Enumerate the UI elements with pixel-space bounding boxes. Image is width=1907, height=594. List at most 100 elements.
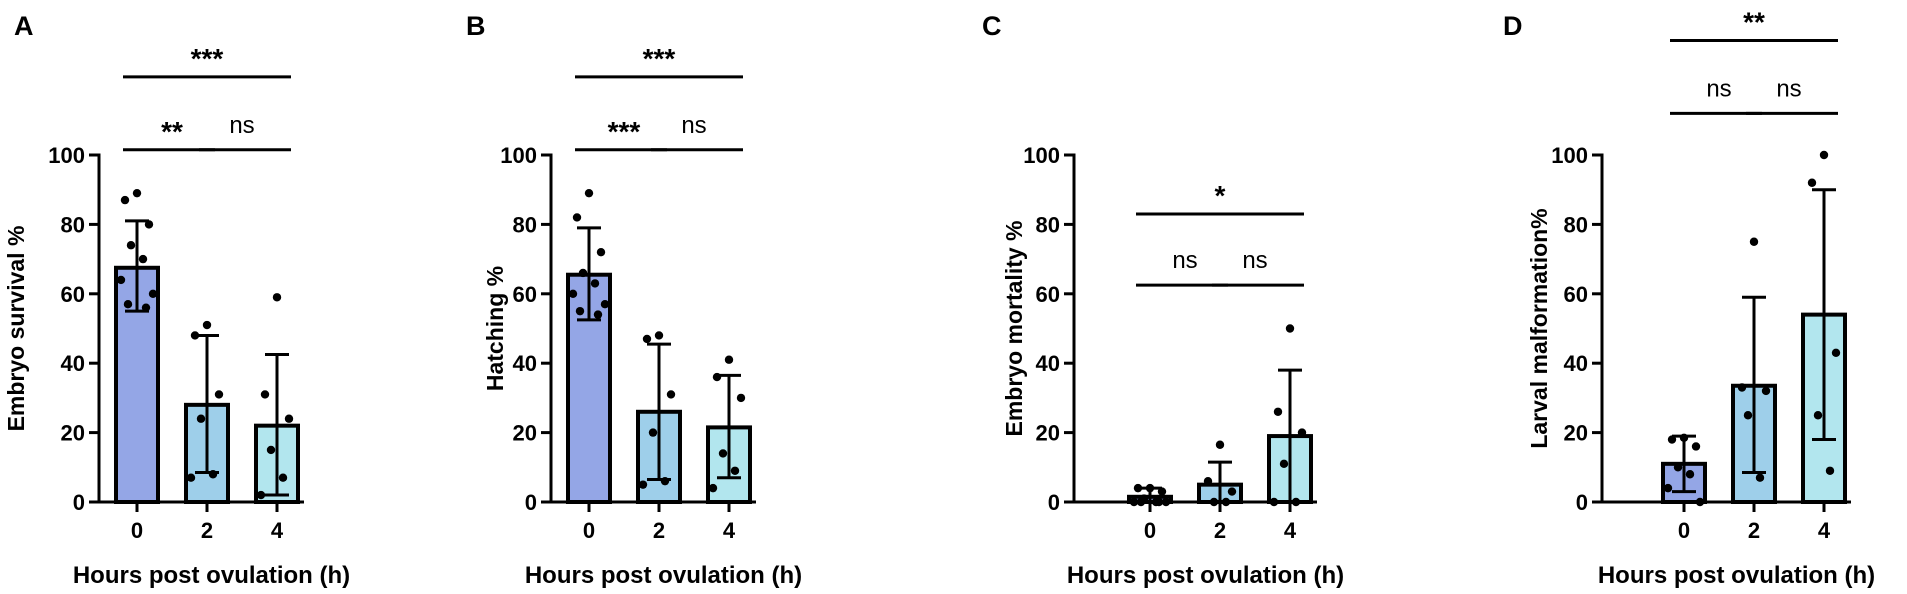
data-point bbox=[196, 414, 206, 423]
data-point bbox=[1269, 497, 1279, 507]
data-point bbox=[123, 300, 133, 309]
data-point bbox=[1221, 497, 1231, 507]
significance-label: * bbox=[1215, 180, 1226, 211]
y-axis-title: Hatching % bbox=[482, 266, 508, 391]
data-point bbox=[190, 331, 200, 340]
data-point bbox=[260, 390, 270, 399]
y-tick-label: 40 bbox=[61, 351, 85, 376]
y-tick-label: 40 bbox=[1564, 351, 1588, 376]
x-tick-label: 4 bbox=[723, 518, 736, 543]
panel-label: B bbox=[466, 11, 486, 41]
data-point bbox=[642, 334, 652, 344]
x-tick-label: 2 bbox=[1214, 518, 1226, 543]
data-point bbox=[1737, 383, 1747, 392]
y-tick-label: 0 bbox=[525, 490, 537, 515]
data-point bbox=[214, 390, 224, 399]
data-point bbox=[1761, 386, 1771, 396]
significance-label: ns bbox=[1776, 75, 1801, 102]
y-tick-label: 80 bbox=[1564, 212, 1588, 237]
y-tick-label: 100 bbox=[48, 143, 85, 168]
data-point bbox=[718, 449, 728, 458]
x-axis-title: Hours post ovulation (h) bbox=[1598, 562, 1875, 589]
data-point bbox=[593, 310, 603, 319]
x-tick-label: 0 bbox=[131, 518, 143, 543]
data-point bbox=[1755, 473, 1765, 482]
data-point bbox=[141, 303, 151, 312]
data-point bbox=[1685, 470, 1695, 479]
y-tick-label: 0 bbox=[73, 490, 85, 515]
chart-panel-d: D 0 20 40 60 80 100 0 2 4 ** ns ns Hours post ovulati… bbox=[1503, 6, 1875, 589]
y-tick-label: 60 bbox=[1564, 282, 1588, 307]
data-point bbox=[1691, 442, 1701, 451]
data-point bbox=[1273, 407, 1283, 416]
data-point bbox=[590, 279, 600, 288]
y-tick-label: 100 bbox=[1551, 143, 1588, 168]
data-point bbox=[1161, 497, 1171, 507]
panel-label: D bbox=[1503, 11, 1523, 41]
data-point bbox=[1673, 463, 1683, 472]
data-point bbox=[1157, 487, 1167, 496]
x-tick-label: 2 bbox=[653, 518, 665, 543]
data-point bbox=[1749, 237, 1759, 246]
data-point bbox=[1203, 476, 1213, 486]
data-point bbox=[730, 466, 740, 475]
data-point bbox=[1825, 466, 1835, 475]
x-axis-title: Hours post ovulation (h) bbox=[1067, 562, 1344, 589]
data-point bbox=[1667, 435, 1677, 444]
y-tick-label: 40 bbox=[1036, 351, 1060, 376]
data-point bbox=[132, 188, 142, 198]
significance-label: ns bbox=[229, 112, 254, 139]
x-tick-label: 0 bbox=[1678, 518, 1690, 543]
data-point bbox=[575, 306, 585, 316]
y-tick-label: 80 bbox=[61, 212, 85, 237]
data-point bbox=[1819, 150, 1829, 160]
data-point bbox=[578, 268, 588, 278]
data-point bbox=[1285, 324, 1295, 333]
data-point bbox=[256, 490, 266, 500]
data-point bbox=[666, 390, 676, 399]
significance-label: ns bbox=[1242, 247, 1267, 274]
data-point bbox=[736, 393, 746, 403]
x-tick-label: 2 bbox=[1748, 518, 1760, 543]
y-tick-label: 20 bbox=[61, 421, 85, 446]
data-point bbox=[1679, 433, 1689, 443]
data-point bbox=[278, 473, 288, 482]
data-point bbox=[144, 220, 154, 229]
data-point bbox=[1215, 440, 1225, 449]
data-point bbox=[266, 445, 276, 455]
x-tick-label: 4 bbox=[1818, 518, 1831, 543]
data-point bbox=[138, 254, 148, 264]
y-tick-label: 60 bbox=[1036, 282, 1060, 307]
data-point bbox=[600, 300, 610, 309]
data-point bbox=[202, 320, 212, 330]
data-point bbox=[648, 428, 658, 437]
y-axis-title: Embryo survival % bbox=[3, 226, 29, 432]
significance-label: *** bbox=[608, 116, 641, 147]
data-point bbox=[660, 476, 670, 486]
y-tick-label: 0 bbox=[1048, 490, 1060, 515]
x-tick-label: 4 bbox=[1284, 518, 1297, 543]
data-point bbox=[572, 213, 582, 222]
data-point bbox=[284, 414, 294, 423]
x-tick-label: 0 bbox=[583, 518, 595, 543]
x-axis-title: Hours post ovulation (h) bbox=[525, 562, 802, 589]
data-point bbox=[1743, 411, 1753, 420]
data-point bbox=[126, 241, 136, 250]
significance-label: *** bbox=[191, 43, 224, 74]
data-point bbox=[584, 188, 594, 198]
x-tick-label: 2 bbox=[201, 518, 213, 543]
data-point bbox=[1297, 428, 1307, 437]
data-point bbox=[1136, 497, 1146, 507]
data-point bbox=[1695, 497, 1705, 507]
significance-label: ** bbox=[161, 116, 183, 147]
chart-panel-b: B 0 20 40 60 80 100 0 2 4 *** *** ns Hours post ovula… bbox=[466, 11, 802, 589]
data-point bbox=[712, 372, 722, 382]
y-tick-label: 100 bbox=[500, 143, 537, 168]
data-point bbox=[1291, 497, 1301, 507]
data-point bbox=[148, 289, 158, 298]
y-axis-title: Embryo mortality % bbox=[1001, 221, 1027, 437]
data-point bbox=[208, 470, 218, 479]
data-point bbox=[708, 483, 718, 493]
data-point bbox=[1209, 497, 1219, 507]
